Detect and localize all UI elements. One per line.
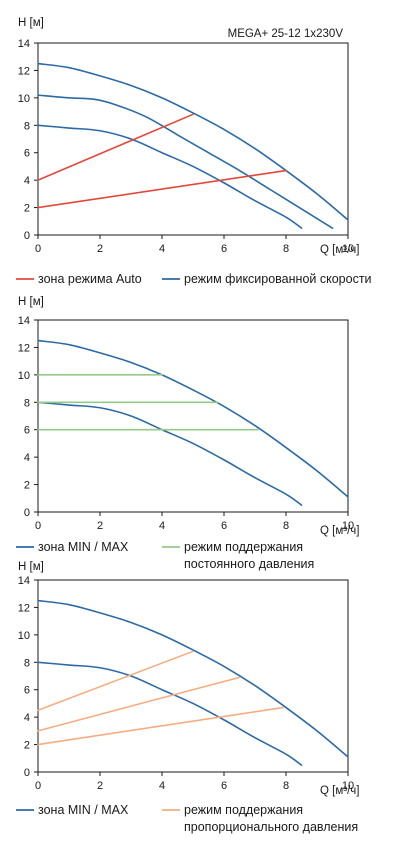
- x-tick-label: 2: [97, 243, 103, 255]
- x-axis-label: Q [м³/ч]: [320, 244, 359, 256]
- x-tick-label: 8: [283, 780, 289, 792]
- y-tick-label: 10: [18, 630, 30, 642]
- y-tick-label: 0: [24, 230, 30, 242]
- y-tick-label: 2: [24, 740, 30, 752]
- chart-3: 0 2 4 6 8 10 12 14 0 2 4 6 8 10 H [м] Q [м³/ч] зона MIN …: [16, 561, 359, 834]
- x-tick-label: 4: [159, 520, 165, 532]
- y-tick-label: 4: [24, 175, 30, 187]
- y-tick-label: 6: [24, 148, 30, 160]
- x-tick-label: 8: [283, 520, 289, 532]
- y-tick-label: 10: [18, 370, 30, 382]
- y-tick-label: 14: [18, 315, 30, 327]
- legend-label-line: режим поддержания: [184, 803, 303, 817]
- y-tick-label: 8: [24, 657, 30, 669]
- y-axis-label: H [м]: [18, 17, 44, 29]
- legend-label-line: режим поддержания: [184, 540, 303, 554]
- x-tick-label: 0: [35, 520, 41, 532]
- legend-label-line: постоянного давления: [184, 557, 314, 571]
- chart-title: MEGA+ 25-12 1x230V: [228, 28, 344, 40]
- legend-label-line: пропорционального давления: [184, 820, 358, 834]
- x-tick-label: 10: [342, 520, 354, 532]
- x-tick-label: 4: [159, 243, 165, 255]
- x-tick-label: 10: [342, 780, 354, 792]
- y-tick-label: 8: [24, 397, 30, 409]
- x-tick-label: 4: [159, 780, 165, 792]
- plot-frame: [37, 579, 349, 773]
- legend-label-line: режим фиксированной скорости: [184, 272, 372, 286]
- y-tick-label: 0: [24, 507, 30, 519]
- y-tick-label: 2: [24, 480, 30, 492]
- legend-label: режим поддержания постоянного давления: [184, 540, 314, 571]
- y-tick-label: 4: [24, 452, 30, 464]
- series-line-orange: [37, 650, 194, 712]
- series-line-blue: [37, 62, 349, 221]
- y-axis-label: H [м]: [18, 296, 44, 308]
- y-tick-label: 0: [24, 767, 30, 779]
- legend-label: зона режима Auto: [38, 272, 142, 286]
- x-tick-label: 6: [221, 520, 227, 532]
- x-tick-label: 8: [283, 243, 289, 255]
- y-tick-label: 2: [24, 203, 30, 215]
- legend-label: зона MIN / MAX: [38, 803, 129, 817]
- x-tick-label: 2: [97, 520, 103, 532]
- series-line-red: [37, 113, 194, 181]
- series-line-orange: [37, 706, 284, 746]
- y-tick-label: 14: [18, 575, 30, 587]
- series-line-orange: [37, 676, 241, 732]
- y-tick-label: 14: [18, 38, 30, 50]
- series-line-blue: [37, 599, 349, 758]
- y-tick-label: 10: [18, 93, 30, 105]
- y-tick-label: 8: [24, 120, 30, 132]
- x-tick-label: 6: [221, 780, 227, 792]
- legend-label: режим поддержания пропорционального давле…: [184, 803, 358, 834]
- y-axis-label: H [м]: [18, 561, 44, 573]
- y-tick-label: 4: [24, 712, 30, 724]
- series-line-red: [37, 169, 287, 209]
- y-tick-label: 6: [24, 425, 30, 437]
- legend-label: режим фиксированной скорости: [184, 272, 372, 286]
- y-tick-label: 12: [18, 602, 30, 614]
- plot-frame: [37, 319, 349, 513]
- chart-1: 0 2 4 6 8 10 12 14 0 2 4 6 8 10 H [м] Q [м³/ч] MEGA+ 25-…: [16, 17, 372, 286]
- series-line-blue: [37, 401, 303, 506]
- x-tick-label: 6: [221, 243, 227, 255]
- series-line-blue: [37, 339, 349, 498]
- series-line-blue: [37, 94, 334, 229]
- x-tick-label: 2: [97, 780, 103, 792]
- x-tick-label: 0: [35, 243, 41, 255]
- y-tick-label: 6: [24, 685, 30, 697]
- series-line-blue: [37, 661, 303, 766]
- x-tick-label: 0: [35, 780, 41, 792]
- series-line-blue: [37, 124, 303, 229]
- legend-label-line: зона MIN / MAX: [38, 540, 129, 554]
- chart-2: 0 2 4 6 8 10 12 14 0 2 4 6 8 10 H [м] Q [м³/ч] зона MIN …: [16, 296, 359, 571]
- legend-label-line: зона MIN / MAX: [38, 803, 129, 817]
- y-tick-label: 12: [18, 65, 30, 77]
- x-tick-label: 10: [342, 243, 354, 255]
- x-axis-label: Q [м³/ч]: [320, 525, 359, 537]
- y-tick-label: 12: [18, 342, 30, 354]
- legend-label: зона MIN / MAX: [38, 540, 129, 554]
- x-axis-label: Q [м³/ч]: [320, 785, 359, 797]
- plot-frame: [37, 42, 349, 236]
- legend-label-line: зона режима Auto: [38, 272, 142, 286]
